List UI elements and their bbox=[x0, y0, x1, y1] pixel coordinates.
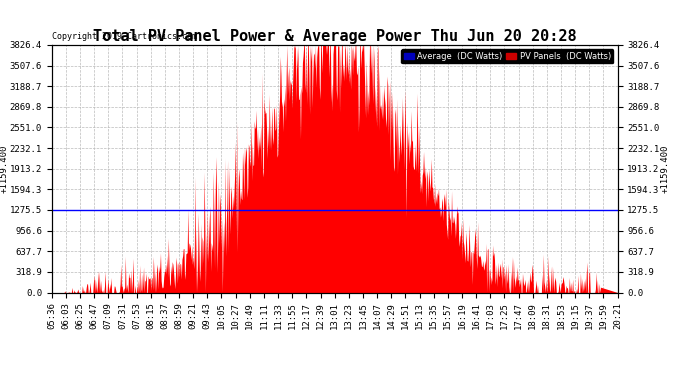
Legend: Average  (DC Watts), PV Panels  (DC Watts): Average (DC Watts), PV Panels (DC Watts) bbox=[401, 49, 613, 63]
Text: Copyright 2019 Cartronics.com: Copyright 2019 Cartronics.com bbox=[52, 32, 197, 41]
Y-axis label: +1159.400: +1159.400 bbox=[661, 145, 670, 193]
Y-axis label: +1159.400: +1159.400 bbox=[0, 145, 8, 193]
Title: Total PV Panel Power & Average Power Thu Jun 20 20:28: Total PV Panel Power & Average Power Thu… bbox=[93, 29, 576, 44]
